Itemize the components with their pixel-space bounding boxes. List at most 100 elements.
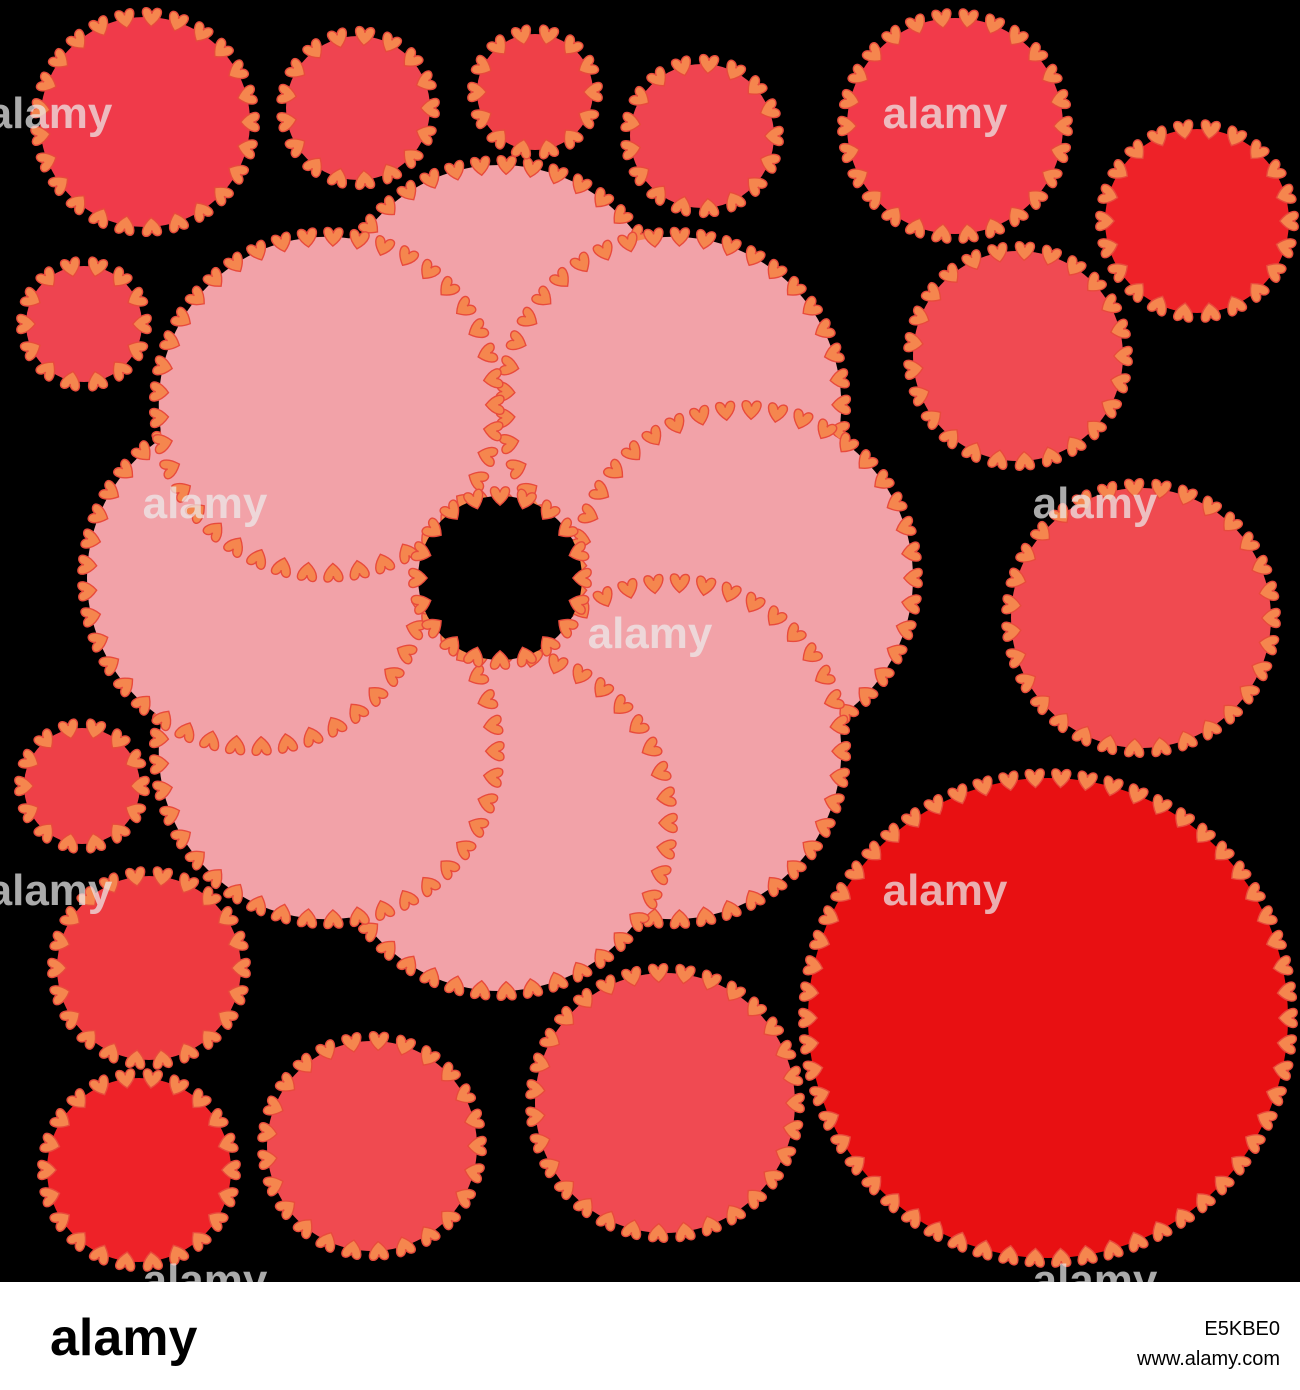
heart <box>463 488 484 510</box>
heart <box>1172 302 1194 323</box>
heart <box>37 1159 58 1181</box>
heart <box>880 822 900 843</box>
heart <box>88 207 109 229</box>
medallion <box>467 24 603 160</box>
heart <box>839 142 860 164</box>
heart <box>931 8 952 29</box>
heart <box>421 258 441 280</box>
heart <box>323 909 344 930</box>
heart <box>440 860 461 881</box>
heart <box>1097 238 1119 259</box>
heart <box>714 400 736 422</box>
heart <box>489 649 511 670</box>
heart <box>1014 450 1036 472</box>
heart <box>85 832 107 854</box>
heart <box>1200 119 1222 140</box>
heart <box>747 996 767 1017</box>
heart <box>1107 263 1129 283</box>
heart <box>1052 115 1073 137</box>
heart <box>793 408 814 430</box>
heart <box>573 987 593 1009</box>
heart <box>467 81 488 103</box>
heart <box>549 266 569 287</box>
heart <box>98 1042 119 1064</box>
heart <box>1231 860 1252 881</box>
heart <box>1256 905 1278 926</box>
heart <box>525 1106 546 1127</box>
heart <box>818 1110 840 1131</box>
heart <box>30 97 51 119</box>
heart <box>49 1212 71 1232</box>
heart <box>395 1236 416 1258</box>
heart <box>202 266 223 287</box>
heart <box>786 860 807 881</box>
heart <box>886 644 908 665</box>
heart <box>284 138 306 159</box>
heart <box>1014 240 1036 262</box>
heart <box>184 504 205 524</box>
heart <box>531 285 552 306</box>
watermark: alamy <box>1033 479 1158 528</box>
heart <box>127 341 149 362</box>
disc <box>267 1041 477 1251</box>
heart <box>112 266 133 287</box>
heart <box>895 515 917 536</box>
heart <box>496 980 517 1002</box>
heart <box>57 718 79 740</box>
heart <box>548 653 569 675</box>
heart <box>763 125 784 147</box>
heart <box>463 1108 485 1129</box>
heart <box>184 285 205 306</box>
heart <box>214 37 234 58</box>
disc <box>47 1078 231 1262</box>
heart <box>908 305 930 326</box>
heart <box>1152 1221 1173 1243</box>
heart <box>439 499 460 520</box>
heart <box>441 1061 461 1082</box>
heart <box>592 586 613 608</box>
heart <box>900 807 921 828</box>
heart <box>809 1086 831 1107</box>
heart <box>420 1226 441 1247</box>
heart <box>35 152 57 173</box>
heart <box>1251 554 1273 575</box>
heart <box>114 8 135 29</box>
heart <box>141 216 163 238</box>
heart <box>1275 238 1297 259</box>
heart <box>620 139 642 161</box>
heart <box>1239 531 1260 552</box>
heart <box>745 889 766 911</box>
heart <box>656 786 677 807</box>
watermark: alamy <box>883 866 1008 915</box>
heart <box>296 561 318 583</box>
heart <box>696 906 717 928</box>
heart <box>477 342 499 363</box>
disc <box>630 64 774 208</box>
heart <box>17 748 39 769</box>
heart <box>270 557 291 578</box>
heart <box>270 231 291 253</box>
heart <box>439 636 460 657</box>
heart <box>844 1155 865 1176</box>
heart <box>124 1049 146 1070</box>
heart <box>628 166 650 187</box>
heart <box>396 179 417 201</box>
heart <box>1095 210 1116 232</box>
heart <box>76 1029 97 1050</box>
heart <box>987 242 1008 263</box>
heart <box>482 714 504 735</box>
heart <box>148 754 170 775</box>
heart <box>130 440 151 461</box>
heart <box>125 803 147 824</box>
heart <box>1030 520 1051 541</box>
heart <box>1275 183 1297 204</box>
heart <box>1097 734 1118 756</box>
heart <box>444 975 465 997</box>
heart <box>1001 621 1022 642</box>
heart <box>767 402 789 423</box>
heart <box>227 930 249 951</box>
heart <box>858 687 879 707</box>
heart <box>193 21 214 42</box>
heart <box>246 239 267 261</box>
heart <box>246 548 267 570</box>
